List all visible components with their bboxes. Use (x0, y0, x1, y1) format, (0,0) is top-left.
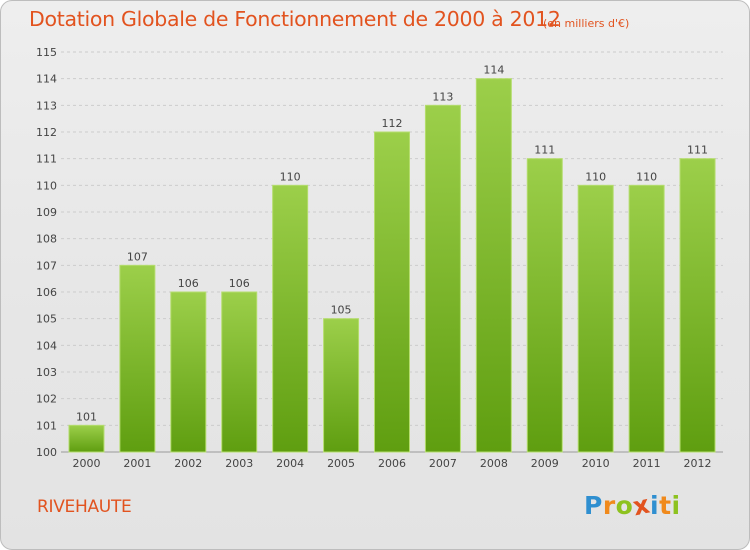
x-axis-ticks: 2000 2001 2002 2003 2004 2005 2006 2007 2008 2009… (72, 457, 711, 470)
bar-2005 (323, 318, 360, 453)
y-tick-label: 100 (36, 446, 57, 459)
y-tick-label: 115 (36, 46, 57, 59)
y-tick-label: 109 (36, 206, 57, 219)
data-label: 107 (127, 250, 148, 263)
bar-2003 (221, 291, 258, 453)
logo-letter: P (584, 491, 603, 520)
bar-2008 (475, 78, 512, 453)
chart-title: Dotation Globale de Fonctionnement de 20… (29, 7, 561, 31)
bars (68, 78, 716, 453)
data-labels: 101 107 106 106 110 105 112 113 114 111 110 110 111 (76, 64, 708, 424)
bar-2000 (68, 424, 105, 453)
data-label: 106 (229, 277, 250, 290)
y-tick-label: 103 (36, 366, 57, 379)
bar-2001 (119, 264, 156, 453)
logo-letter: r (602, 491, 616, 520)
logo-letter: o (615, 491, 634, 520)
data-label: 113 (432, 90, 453, 103)
logo-letter: i (650, 491, 660, 520)
logo-letter: t (659, 491, 672, 520)
bar-2012 (679, 158, 716, 453)
y-tick-label: 113 (36, 99, 57, 112)
y-tick-label: 111 (36, 153, 57, 166)
data-label: 110 (636, 170, 657, 183)
x-tick-label: 2001 (123, 457, 151, 470)
commune-name: RIVEHAUTE (37, 497, 132, 517)
x-tick-label: 2008 (480, 457, 508, 470)
y-tick-label: 107 (36, 259, 57, 272)
x-tick-label: 2012 (684, 457, 712, 470)
y-tick-label: 104 (36, 339, 57, 352)
x-tick-label: 2009 (531, 457, 559, 470)
y-axis-ticks: 100 101 102 103 104 105 106 107 108 109 110 111 112 1… (36, 46, 57, 459)
data-label: 111 (534, 144, 555, 157)
bar-2007 (424, 104, 461, 453)
bar-2009 (526, 158, 563, 453)
data-label: 101 (76, 410, 97, 423)
y-tick-label: 101 (36, 419, 57, 432)
data-label: 106 (178, 277, 199, 290)
bar-2010 (577, 184, 614, 453)
data-label: 112 (382, 117, 403, 130)
y-tick-label: 114 (36, 73, 57, 86)
data-label: 110 (585, 170, 606, 183)
logo-letter: i (671, 491, 681, 520)
bar-2011 (628, 184, 665, 453)
x-tick-label: 2000 (72, 457, 100, 470)
y-tick-label: 102 (36, 393, 57, 406)
x-tick-label: 2002 (174, 457, 202, 470)
y-tick-label: 105 (36, 313, 57, 326)
bar-2002 (170, 291, 207, 453)
x-tick-label: 2004 (276, 457, 304, 470)
data-label: 114 (483, 64, 504, 77)
x-tick-label: 2006 (378, 457, 406, 470)
chart-subtitle: (en milliers d'€) (543, 17, 630, 30)
bar-2004 (272, 184, 309, 453)
data-label: 111 (687, 144, 708, 157)
y-tick-label: 108 (36, 233, 57, 246)
y-tick-label: 112 (36, 126, 57, 139)
y-tick-label: 110 (36, 179, 57, 192)
data-label: 110 (280, 170, 301, 183)
bar-2006 (374, 131, 410, 453)
y-tick-label: 106 (36, 286, 57, 299)
x-tick-label: 2005 (327, 457, 355, 470)
x-tick-label: 2003 (225, 457, 253, 470)
proxiti-logo: Proxiti (584, 490, 681, 522)
x-tick-label: 2011 (633, 457, 661, 470)
x-tick-label: 2007 (429, 457, 457, 470)
x-tick-label: 2010 (582, 457, 610, 470)
data-label: 105 (331, 304, 352, 317)
